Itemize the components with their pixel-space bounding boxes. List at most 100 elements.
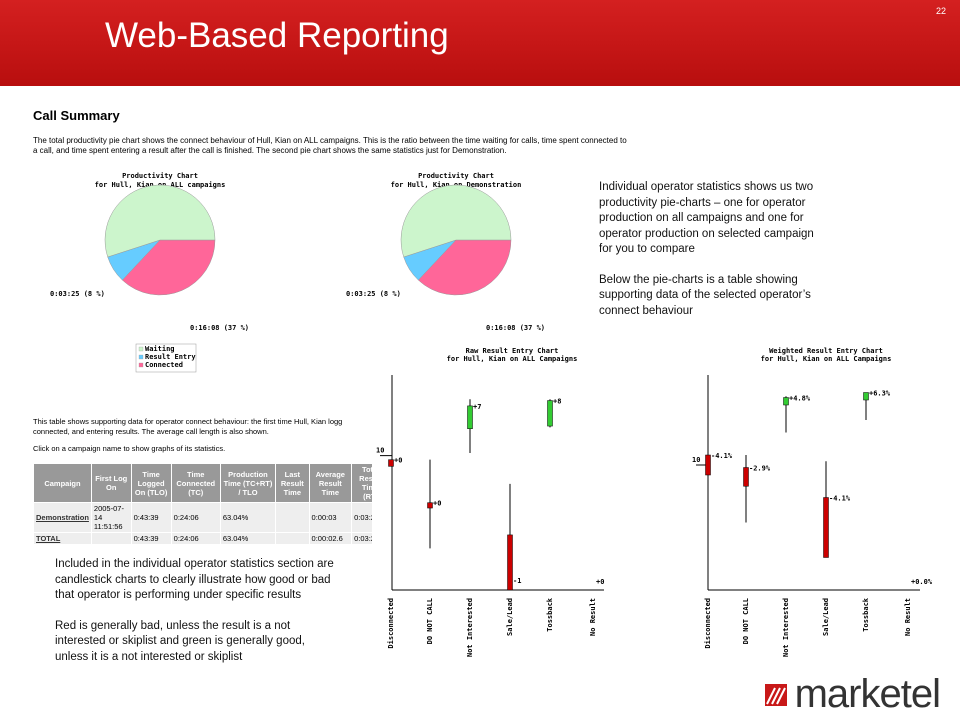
- candle-label: +0: [394, 457, 402, 465]
- campaign-link[interactable]: Demonstration: [36, 513, 89, 522]
- header-cell: Campaign: [33, 463, 92, 503]
- category-label: Tossback: [546, 597, 554, 632]
- legend-label: Connected: [145, 361, 183, 369]
- header-cell: Time Logged On (TLO): [130, 463, 172, 503]
- intro-line: This table shows supporting data for ope…: [33, 417, 343, 426]
- pie-note: Individual operator statistics shows us …: [599, 180, 829, 334]
- candle-body: [743, 467, 749, 487]
- section-description: The total productivity pie chart shows t…: [33, 136, 627, 155]
- candle-label: +7: [473, 403, 481, 411]
- category-label: Disconnected: [387, 598, 395, 649]
- pie-slice: [417, 239, 512, 296]
- pie-title: Productivity Chart: [418, 172, 494, 180]
- chart-bg: [372, 345, 602, 645]
- table-cell: Demonstration: [33, 502, 92, 533]
- legend-swatch: [138, 354, 144, 360]
- table-cell: 0:00:02.6: [308, 532, 353, 545]
- candle-label: -4.1%: [829, 495, 851, 503]
- candle-label: +6.3%: [869, 390, 891, 398]
- page-number: 22: [935, 6, 946, 16]
- category-label: Disconnected: [704, 598, 712, 649]
- candle-body: [467, 405, 473, 429]
- table-wrap: Campaign First Log On Time Logged On (TLO)…: [33, 463, 375, 545]
- candle-body: [547, 400, 553, 427]
- legend-label: Waiting: [145, 345, 175, 353]
- category-label: Sale/Lead: [822, 598, 830, 636]
- category-label: No Result: [589, 598, 597, 636]
- candle-body: [427, 502, 433, 509]
- chart-title: Weighted Result Entry Chart: [769, 347, 883, 355]
- slice-label: 0:16:08 (37 %): [190, 324, 249, 332]
- table-intro: This table shows supporting data for ope…: [33, 417, 373, 454]
- candle-body: [705, 454, 711, 476]
- table-cell: [275, 502, 310, 533]
- table-row: Demonstration 2005-07-14 11:51:56 0:43:39 0…: [33, 502, 375, 533]
- header-cell: Average Result Time: [308, 463, 353, 503]
- candle-label: +8: [553, 398, 561, 406]
- table-cell: 0:03:25: [351, 532, 375, 545]
- category-label: Not Interested: [466, 598, 474, 657]
- slice-label: 0:03:25 (8 %): [50, 290, 105, 298]
- header-cell: Total Result Time (RT): [351, 463, 375, 503]
- chart-title: Raw Result Entry Chart: [466, 347, 559, 355]
- category-label: DO NOT CALL: [742, 598, 750, 644]
- slide-title: Web-Based Reporting: [105, 16, 449, 55]
- table-cell: 0:24:06: [170, 502, 221, 533]
- header-band: [0, 0, 960, 86]
- campaign-link[interactable]: TOTAL: [36, 534, 61, 543]
- category-label: Sale/Lead: [506, 598, 514, 636]
- table-cell: 63.04%: [219, 502, 277, 533]
- header-cell: Production Time (TC+RT) / TLO: [219, 463, 277, 503]
- candle-label: +0: [433, 500, 441, 508]
- legend-label: Result Entry: [145, 353, 196, 361]
- legend-swatch: [138, 346, 144, 352]
- header-cell: Last Result Time: [275, 463, 310, 503]
- logo-icon: [765, 684, 787, 706]
- category-label: DO NOT CALL: [426, 598, 434, 644]
- table-cell: 0:00:03: [308, 502, 353, 533]
- pie-title: Productivity Chart: [122, 172, 198, 180]
- y-tick-label: 10: [692, 456, 700, 464]
- note-paragraph: Red is generally bad, unless the result …: [55, 619, 305, 663]
- candle-note: Included in the individual operator stat…: [55, 557, 335, 680]
- candle-body: [507, 534, 513, 591]
- slice-label: 0:16:08 (37 %): [486, 324, 545, 332]
- table-cell: [90, 532, 132, 545]
- candle-label: +0.0%: [911, 578, 933, 586]
- note-paragraph: Individual operator statistics shows us …: [599, 181, 814, 255]
- pie-slice: [121, 239, 216, 296]
- category-label: Tossback: [862, 597, 870, 632]
- table-cell: [275, 532, 310, 545]
- table-cell: 63.04%: [219, 532, 277, 545]
- candle-label: -4.1%: [711, 452, 733, 460]
- table-cell: 2005-07-14 11:51:56: [90, 502, 132, 533]
- candle-label: +0: [596, 578, 604, 586]
- table-cell: 0:43:39: [130, 532, 172, 545]
- legend-swatch: [138, 362, 144, 368]
- note-paragraph: Below the pie-charts is a table showing …: [599, 273, 811, 317]
- intro-line: Click on a campaign name to show graphs …: [33, 444, 226, 453]
- candle-body: [863, 392, 869, 401]
- slice-label: 0:03:25 (8 %): [346, 290, 401, 298]
- candle-label: -2.9%: [749, 465, 771, 473]
- y-tick-label: 10: [376, 447, 384, 455]
- intro-line: connected, and entering results. The ave…: [33, 427, 269, 436]
- note-paragraph: Included in the individual operator stat…: [55, 558, 334, 601]
- category-label: Not Interested: [782, 598, 790, 657]
- section-title: Call Summary: [33, 108, 120, 123]
- table-cell: TOTAL: [33, 532, 92, 545]
- stats-table: Campaign First Log On Time Logged On (TLO)…: [33, 463, 375, 545]
- legend-box: [135, 343, 197, 373]
- candle-body: [823, 497, 829, 558]
- chart-subtitle: for Hull, Kian on ALL Campaigns: [447, 355, 578, 363]
- candle-body: [783, 397, 789, 406]
- chart-bg: [688, 345, 918, 645]
- table-row: TOTAL0:43:390:24:0663.04%0:00:02.60:03:2…: [33, 532, 375, 545]
- table-cell: 0:43:39: [130, 502, 172, 533]
- candle-label: -1: [513, 577, 521, 585]
- category-label: No Result: [904, 598, 912, 636]
- candle-body: [388, 459, 394, 467]
- candle-label: +4.8%: [789, 395, 811, 403]
